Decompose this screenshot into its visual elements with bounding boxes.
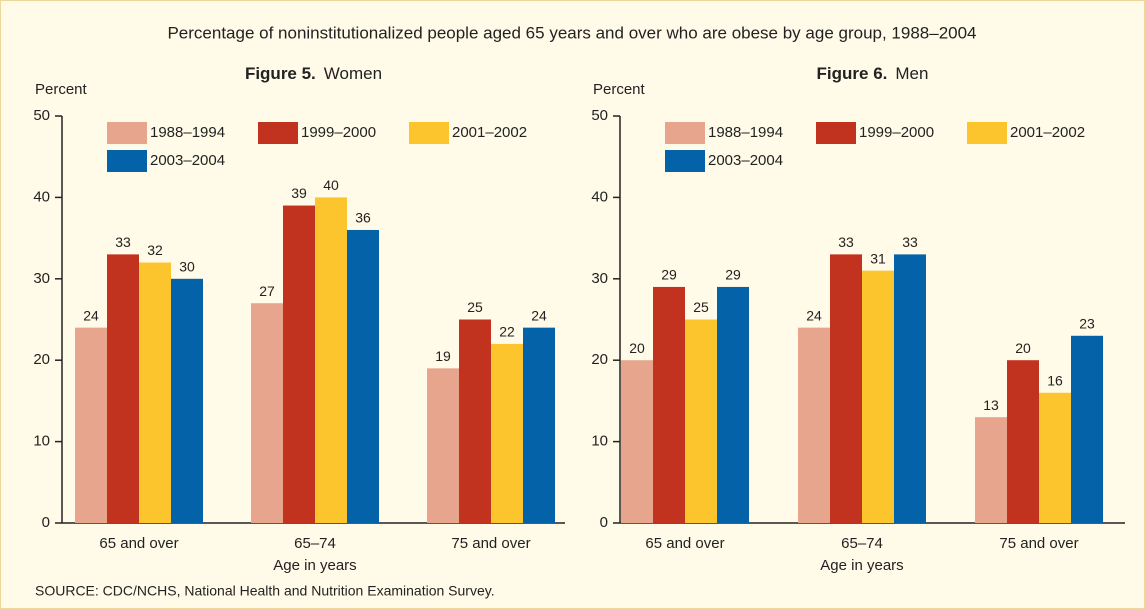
bar (830, 254, 862, 523)
value-label: 39 (291, 185, 307, 201)
value-label: 33 (838, 234, 854, 250)
y-tick-label: 20 (591, 351, 608, 368)
bar (107, 254, 139, 523)
y-tick-label: 40 (33, 188, 50, 205)
bar (717, 286, 749, 523)
x-tick-label: 75 and over (999, 535, 1078, 552)
bar (427, 368, 459, 523)
value-label: 20 (629, 340, 645, 356)
bar (523, 327, 555, 523)
value-label: 19 (435, 348, 451, 364)
legend-label: 2003–2004 (150, 152, 225, 169)
value-label: 24 (531, 307, 547, 323)
figure-title: Figure 5. Women (245, 64, 382, 83)
source: SOURCE: CDC/NCHS, National Health and Nu… (35, 583, 495, 599)
legend-swatch (967, 122, 1007, 144)
y-tick-label: 50 (591, 107, 608, 124)
figure-subject: Women (324, 64, 382, 83)
legend-swatch (409, 122, 449, 144)
legend-label: 1999–2000 (301, 124, 376, 141)
x-axis-label: Age in years (273, 557, 356, 574)
bar (685, 319, 717, 523)
bar (251, 303, 283, 523)
y-tick-label: 20 (33, 351, 50, 368)
bar (621, 360, 653, 523)
bar (75, 327, 107, 523)
bar (491, 343, 523, 523)
y-axis-label: Percent (593, 81, 646, 98)
y-tick-label: 50 (33, 107, 50, 124)
y-tick-label: 10 (33, 433, 50, 450)
bar (894, 254, 926, 523)
y-tick-label: 10 (591, 433, 608, 450)
figure-title: Figure 6. Men (817, 64, 929, 83)
x-tick-label: 65 and over (645, 535, 724, 552)
value-label: 40 (323, 177, 339, 193)
figure-number: Figure 6. (817, 64, 888, 83)
legend-swatch (258, 122, 298, 144)
x-tick-label: 65–74 (841, 535, 883, 552)
bar (283, 205, 315, 524)
bar (1007, 360, 1039, 523)
legend-swatch (816, 122, 856, 144)
bar (315, 197, 347, 523)
value-label: 30 (179, 259, 195, 275)
page-title: Percentage of noninstitutionalized peopl… (167, 23, 976, 42)
bar (347, 229, 379, 523)
legend-label: 2001–2002 (1010, 124, 1085, 141)
value-label: 25 (467, 299, 483, 315)
legend-swatch (665, 150, 705, 172)
value-label: 22 (499, 324, 515, 340)
x-tick-label: 75 and over (451, 535, 530, 552)
bar (862, 270, 894, 523)
figure-number: Figure 5. (245, 64, 316, 83)
legend-label: 2003–2004 (708, 152, 783, 169)
legend-label: 1999–2000 (859, 124, 934, 141)
y-tick-label: 30 (33, 270, 50, 287)
value-label: 27 (259, 283, 275, 299)
value-label: 13 (983, 397, 999, 413)
legend-label: 2001–2002 (452, 124, 527, 141)
bar (975, 417, 1007, 523)
y-tick-label: 0 (600, 514, 608, 531)
value-label: 16 (1047, 372, 1063, 388)
value-label: 23 (1079, 315, 1095, 331)
bar (653, 286, 685, 523)
value-label: 29 (725, 267, 741, 283)
value-label: 25 (693, 299, 709, 315)
value-label: 20 (1015, 340, 1031, 356)
value-label: 32 (147, 242, 163, 258)
y-tick-label: 0 (42, 514, 50, 531)
x-axis-label: Age in years (820, 557, 903, 574)
legend-label: 1988–1994 (150, 124, 225, 141)
bar (1039, 392, 1071, 523)
value-label: 24 (806, 307, 822, 323)
x-tick-label: 65–74 (294, 535, 336, 552)
x-tick-label: 65 and over (99, 535, 178, 552)
y-tick-label: 30 (591, 270, 608, 287)
value-label: 24 (83, 307, 99, 323)
value-label: 33 (902, 234, 918, 250)
value-label: 29 (661, 267, 677, 283)
bar (1071, 335, 1103, 523)
figure-subject: Men (895, 64, 928, 83)
bar (459, 319, 491, 523)
bar (171, 278, 203, 523)
value-label: 36 (355, 210, 371, 226)
bar (139, 262, 171, 523)
y-tick-label: 40 (591, 188, 608, 205)
legend-label: 1988–1994 (708, 124, 783, 141)
value-label: 31 (870, 250, 886, 266)
legend-swatch (665, 122, 705, 144)
bar (798, 327, 830, 523)
y-axis-label: Percent (35, 81, 88, 98)
legend-swatch (107, 122, 147, 144)
legend-swatch (107, 150, 147, 172)
value-label: 33 (115, 234, 131, 250)
